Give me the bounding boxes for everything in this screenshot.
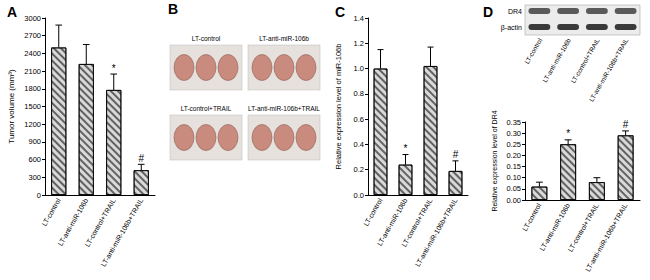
- svg-text:DR4: DR4: [508, 8, 522, 15]
- svg-text:0.30: 0.30: [506, 129, 521, 138]
- svg-text:1.2: 1.2: [354, 39, 364, 48]
- svg-text:2700: 2700: [24, 31, 41, 40]
- svg-text:LT-control+TRAIL: LT-control+TRAIL: [569, 37, 601, 85]
- svg-text:LT-anti-miR-106b+TRAIL: LT-anti-miR-106b+TRAIL: [100, 197, 145, 268]
- svg-text:1.4: 1.4: [354, 14, 364, 23]
- svg-text:0.10: 0.10: [506, 173, 521, 182]
- svg-text:0.35: 0.35: [506, 118, 521, 127]
- svg-text:LT-anti-miR-106b: LT-anti-miR-106b: [538, 202, 571, 252]
- svg-text:#: #: [623, 119, 629, 130]
- svg-text:LT-anti-miR-106b: LT-anti-miR-106b: [541, 37, 572, 84]
- svg-text:D: D: [483, 4, 493, 20]
- svg-text:LT-control+TRAIL: LT-control+TRAIL: [567, 202, 600, 253]
- svg-text:LT-control: LT-control: [192, 35, 221, 42]
- svg-text:Relative expression level of D: Relative expression level of DR4: [491, 110, 499, 211]
- svg-text:#: #: [453, 149, 459, 160]
- svg-text:*: *: [404, 143, 408, 154]
- svg-text:2100: 2100: [24, 67, 41, 76]
- svg-text:0.8: 0.8: [354, 89, 364, 98]
- svg-text:C: C: [335, 4, 345, 20]
- svg-text:Relative expression level of m: Relative expression level of miR-106b: [334, 44, 343, 170]
- svg-text:LT-anti-miR-106b: LT-anti-miR-106b: [259, 35, 309, 42]
- svg-text:300: 300: [28, 173, 41, 182]
- svg-text:*: *: [112, 63, 116, 74]
- svg-text:0: 0: [37, 191, 41, 200]
- svg-text:0.05: 0.05: [506, 184, 521, 193]
- svg-text:0.15: 0.15: [506, 162, 521, 171]
- svg-text:LT-anti-miR-106b: LT-anti-miR-106b: [375, 197, 409, 247]
- svg-text:LT-control+TRAIL: LT-control+TRAIL: [84, 197, 117, 248]
- svg-text:B: B: [168, 1, 178, 17]
- svg-text:0.4: 0.4: [354, 140, 364, 149]
- svg-text:0.00: 0.00: [506, 196, 521, 205]
- svg-text:1200: 1200: [24, 120, 41, 129]
- svg-text:LT-anti-miR-106b: LT-anti-miR-106b: [56, 197, 89, 247]
- svg-text:LT-control: LT-control: [40, 197, 62, 227]
- svg-text:*: *: [566, 128, 570, 139]
- svg-text:A: A: [7, 4, 17, 20]
- svg-text:LT-control+TRAIL: LT-control+TRAIL: [400, 197, 434, 248]
- svg-text:1.0: 1.0: [354, 64, 364, 73]
- svg-text:900: 900: [28, 137, 41, 146]
- svg-text:600: 600: [28, 155, 41, 164]
- svg-text:LT-anti-miR-106b+TRAIL: LT-anti-miR-106b+TRAIL: [248, 105, 320, 112]
- svg-text:0.0: 0.0: [354, 191, 364, 200]
- svg-text:LT-control: LT-control: [521, 202, 543, 232]
- svg-text:0.6: 0.6: [354, 115, 364, 124]
- svg-text:2400: 2400: [24, 49, 41, 58]
- svg-text:0.25: 0.25: [506, 140, 521, 149]
- svg-text:Tumor volume (mm³): Tumor volume (mm³): [7, 69, 16, 144]
- svg-text:1500: 1500: [24, 102, 41, 111]
- svg-text:LT-anti-miR-106b+TRAIL: LT-anti-miR-106b+TRAIL: [584, 202, 629, 273]
- svg-text:0.20: 0.20: [506, 151, 521, 160]
- svg-text:LT-anti-miR-106b+TRAIL: LT-anti-miR-106b+TRAIL: [414, 197, 459, 268]
- svg-text:LT-control: LT-control: [523, 37, 544, 66]
- svg-text:1800: 1800: [24, 84, 41, 93]
- svg-text:LT-anti-miR-106b+TRAIL: LT-anti-miR-106b+TRAIL: [587, 37, 629, 103]
- svg-text:#: #: [138, 153, 144, 164]
- svg-text:0.2: 0.2: [354, 165, 364, 174]
- svg-text:3000: 3000: [24, 14, 41, 23]
- svg-text:β-actin: β-actin: [501, 24, 522, 32]
- svg-text:LT-control+TRAIL: LT-control+TRAIL: [181, 105, 232, 112]
- svg-text:LT-control: LT-control: [362, 197, 384, 227]
